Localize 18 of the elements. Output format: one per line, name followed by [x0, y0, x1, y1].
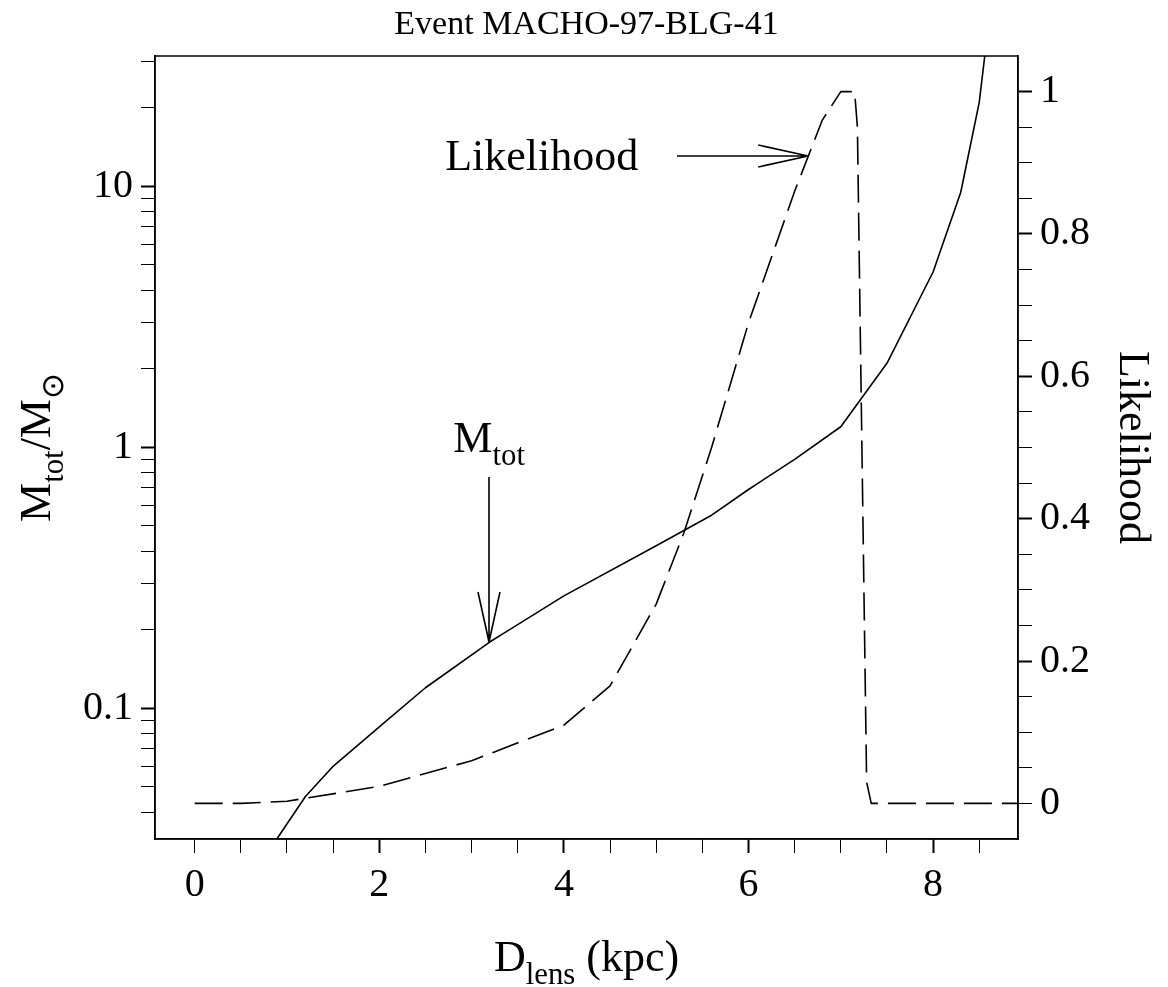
y-tick-label: 0.1 — [83, 682, 133, 728]
x-tick-label: 8 — [923, 859, 944, 905]
y-tick-label: 10 — [93, 160, 133, 206]
y2-tick-label: 1 — [1040, 66, 1060, 112]
y2-tick-label: 0.8 — [1040, 208, 1090, 254]
annotation: Likelihood — [445, 130, 639, 180]
x-tick-label: 6 — [738, 859, 759, 905]
x-tick-label: 4 — [553, 859, 574, 905]
y2-axis-title: Likelihood — [1110, 350, 1159, 545]
x-tick-label: 0 — [184, 859, 205, 905]
chart-title: Event MACHO-97-BLG-41 — [394, 4, 779, 41]
y-tick-label: 1 — [113, 421, 133, 467]
y-axis-title: Mtot/M⊙ — [11, 373, 71, 522]
y2-tick-label: 0.4 — [1040, 493, 1090, 539]
x-tick-label: 2 — [369, 859, 390, 905]
y2-tick-label: 0.6 — [1040, 350, 1090, 396]
y2-tick-label: 0.2 — [1040, 635, 1090, 681]
y2-tick-label: 0 — [1040, 777, 1060, 823]
